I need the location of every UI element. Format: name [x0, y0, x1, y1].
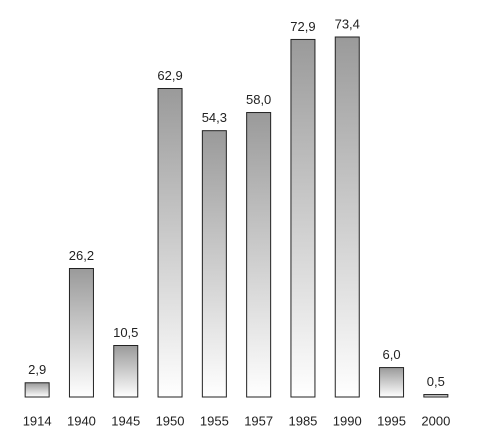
- x-tick-label: 1955: [200, 413, 229, 428]
- value-label: 62,9: [157, 68, 182, 83]
- bar: [379, 367, 405, 398]
- x-tick-label: 1914: [23, 413, 52, 428]
- bar: [423, 394, 449, 398]
- bar: [113, 345, 139, 398]
- x-tick-label: 1985: [288, 413, 317, 428]
- value-label: 72,9: [290, 19, 315, 34]
- bar: [157, 87, 183, 398]
- value-label: 58,0: [246, 92, 271, 107]
- x-tick-label: 1945: [111, 413, 140, 428]
- bar: [24, 382, 50, 398]
- x-tick-label: 2000: [421, 413, 450, 428]
- bar: [68, 267, 94, 398]
- value-label: 73,4: [335, 16, 360, 31]
- x-tick-label: 1957: [244, 413, 273, 428]
- bar: [246, 112, 272, 398]
- value-label: 26,2: [69, 248, 94, 263]
- value-label: 2,9: [28, 362, 46, 377]
- value-label: 0,5: [427, 374, 445, 389]
- value-label: 6,0: [383, 347, 401, 362]
- x-tick-label: 1990: [333, 413, 362, 428]
- value-label: 54,3: [202, 110, 227, 125]
- x-tick-label: 1995: [377, 413, 406, 428]
- bar: [334, 36, 360, 398]
- value-label: 10,5: [113, 325, 138, 340]
- bar: [290, 38, 316, 398]
- x-tick-label: 1950: [156, 413, 185, 428]
- x-tick-label: 1940: [67, 413, 96, 428]
- bar: [201, 130, 227, 398]
